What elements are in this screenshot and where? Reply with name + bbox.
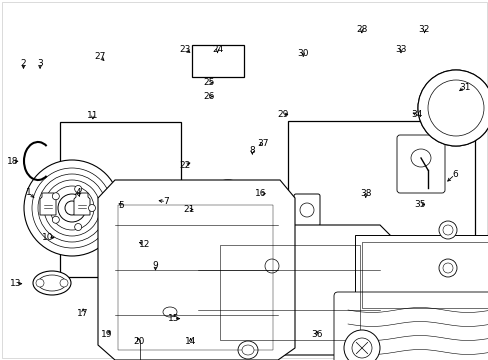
Text: 17: 17 xyxy=(77,309,89,318)
Text: 35: 35 xyxy=(413,200,425,209)
Text: 16: 16 xyxy=(255,189,266,198)
Text: 24: 24 xyxy=(211,45,223,54)
Text: 10: 10 xyxy=(42,233,54,242)
Text: 30: 30 xyxy=(297,49,308,58)
Text: 28: 28 xyxy=(355,25,367,34)
Circle shape xyxy=(44,180,100,236)
Circle shape xyxy=(427,80,483,136)
Bar xyxy=(118,205,272,350)
Polygon shape xyxy=(178,225,399,355)
Ellipse shape xyxy=(158,303,182,321)
Circle shape xyxy=(52,193,59,200)
Text: 7: 7 xyxy=(163,197,169,206)
Text: 31: 31 xyxy=(458,83,469,91)
Polygon shape xyxy=(98,180,294,360)
Text: 23: 23 xyxy=(179,45,190,54)
Ellipse shape xyxy=(33,271,71,295)
Text: 13: 13 xyxy=(10,279,21,288)
Circle shape xyxy=(65,201,79,215)
Text: 8: 8 xyxy=(249,146,255,155)
Circle shape xyxy=(142,192,178,228)
Circle shape xyxy=(427,80,483,136)
Bar xyxy=(308,324,326,342)
Ellipse shape xyxy=(163,307,177,317)
Circle shape xyxy=(438,259,456,277)
Circle shape xyxy=(150,200,170,220)
Text: 12: 12 xyxy=(138,240,150,248)
Ellipse shape xyxy=(264,259,279,273)
FancyBboxPatch shape xyxy=(396,135,444,193)
FancyBboxPatch shape xyxy=(293,194,319,226)
Text: 25: 25 xyxy=(203,78,215,87)
Text: 11: 11 xyxy=(87,111,99,120)
Text: 5: 5 xyxy=(118,201,124,210)
Text: 22: 22 xyxy=(179,161,190,170)
Circle shape xyxy=(343,330,379,360)
Circle shape xyxy=(38,174,106,242)
Text: 32: 32 xyxy=(418,25,429,34)
Text: 21: 21 xyxy=(183,205,194,214)
Text: 33: 33 xyxy=(394,45,406,54)
Polygon shape xyxy=(40,193,56,215)
Circle shape xyxy=(58,194,86,222)
Text: 26: 26 xyxy=(203,92,215,101)
Bar xyxy=(361,242,488,308)
Circle shape xyxy=(442,263,452,273)
Circle shape xyxy=(442,225,452,235)
Circle shape xyxy=(299,203,313,217)
Ellipse shape xyxy=(242,345,253,355)
Bar xyxy=(220,245,359,340)
Ellipse shape xyxy=(410,149,430,167)
Bar xyxy=(191,45,243,77)
Circle shape xyxy=(50,186,94,230)
Text: 20: 20 xyxy=(133,338,145,346)
Text: 9: 9 xyxy=(152,261,158,270)
Polygon shape xyxy=(74,193,90,215)
Circle shape xyxy=(75,224,81,230)
Text: 38: 38 xyxy=(359,189,371,198)
Bar xyxy=(160,281,279,347)
Circle shape xyxy=(88,204,95,211)
Text: 14: 14 xyxy=(184,338,196,346)
Circle shape xyxy=(60,279,68,287)
Circle shape xyxy=(417,70,488,146)
Bar xyxy=(354,235,488,315)
Text: 15: 15 xyxy=(167,314,179,323)
Text: 34: 34 xyxy=(410,110,422,119)
Ellipse shape xyxy=(38,275,66,291)
Text: 3: 3 xyxy=(37,58,43,68)
Text: 36: 36 xyxy=(310,330,322,339)
Circle shape xyxy=(132,182,187,238)
Bar xyxy=(311,300,324,324)
FancyBboxPatch shape xyxy=(333,292,488,360)
Circle shape xyxy=(351,338,371,358)
Text: 29: 29 xyxy=(276,110,288,119)
Circle shape xyxy=(32,168,112,248)
Circle shape xyxy=(36,279,44,287)
Text: 6: 6 xyxy=(451,170,457,179)
Bar xyxy=(312,342,323,354)
FancyBboxPatch shape xyxy=(247,248,296,284)
Text: 2: 2 xyxy=(20,58,26,68)
Text: 37: 37 xyxy=(257,139,268,148)
FancyBboxPatch shape xyxy=(205,250,236,276)
Text: 19: 19 xyxy=(101,330,112,339)
Circle shape xyxy=(202,180,253,232)
Ellipse shape xyxy=(238,341,258,359)
Circle shape xyxy=(24,160,120,256)
Text: 4: 4 xyxy=(75,188,81,197)
Bar xyxy=(287,121,474,273)
Circle shape xyxy=(435,88,475,128)
Text: 1: 1 xyxy=(25,188,31,197)
Circle shape xyxy=(438,221,456,239)
Bar xyxy=(60,122,181,277)
Text: 18: 18 xyxy=(7,157,19,166)
Text: 27: 27 xyxy=(94,52,106,61)
Circle shape xyxy=(417,70,488,146)
Polygon shape xyxy=(130,340,271,360)
Circle shape xyxy=(209,188,245,224)
Circle shape xyxy=(75,185,81,193)
Circle shape xyxy=(52,216,59,223)
